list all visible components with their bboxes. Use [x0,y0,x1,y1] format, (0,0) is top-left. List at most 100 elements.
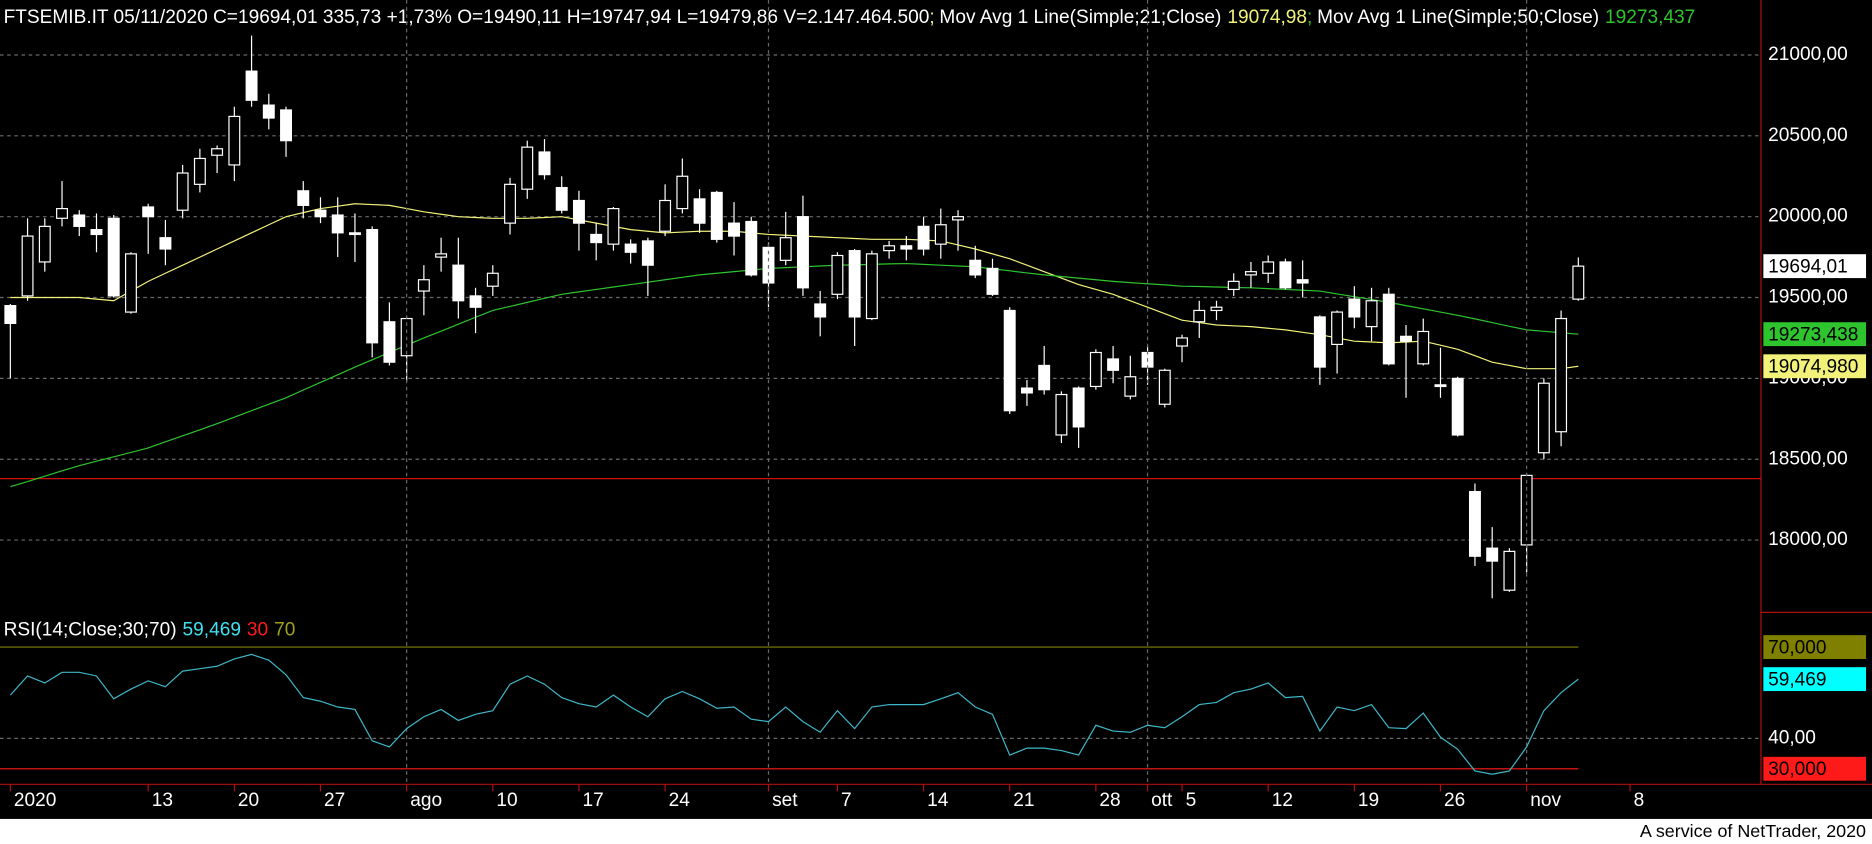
x-tick-label: 13 [152,790,173,811]
candle-body [917,225,930,250]
candle-body [710,191,723,240]
candle-body [572,199,585,224]
candle-body [1158,369,1171,405]
candle-body [1262,261,1275,274]
candle-body [1503,550,1516,591]
legend-separator: ; [929,7,934,28]
y-tick-label: 20000,00 [1768,206,1848,227]
y-tick-label: 18000,00 [1768,529,1848,550]
candle-body [521,146,534,190]
candle-body [1055,393,1068,436]
value-box [1763,756,1867,781]
y-tick-label: 18500,00 [1768,448,1848,469]
candle-body [1072,387,1085,428]
candle-body [1434,384,1447,388]
candle-body [314,209,327,218]
candle-body [969,259,982,276]
candle-body [1537,382,1550,454]
legend-value: 19273,437 [1605,7,1695,28]
candle-body [211,148,224,156]
candle-body [1400,335,1412,342]
legend-level: 30 [247,619,268,640]
candle-body [934,224,947,245]
candle-body [4,305,17,324]
candle-body [1193,309,1206,323]
candle-body [176,172,189,211]
candle-body [883,245,896,252]
candle-body [435,253,448,258]
candle-body [56,207,68,219]
candle-body [383,321,396,363]
x-tick-label: 19 [1358,790,1379,811]
candle-body [1038,364,1051,391]
candle-body [1313,316,1326,368]
candle-body [469,295,482,308]
value-box [1763,667,1867,692]
candle-body [280,109,292,142]
candle-body [1348,298,1361,318]
candle-body [641,240,654,266]
candle-body [1124,376,1137,397]
value-box-label: 19074,980 [1768,356,1858,377]
candle-body [814,303,827,318]
candle-body [297,190,310,206]
candle-body [1382,293,1395,365]
candle-body [245,70,258,101]
legend-value: 59,469 [183,619,241,640]
x-tick-label: ago [410,790,442,811]
x-tick-label: 26 [1444,790,1465,811]
candle-body [228,115,241,166]
candle-body [607,207,620,245]
candle-body [1107,358,1120,371]
candle-body [1279,261,1292,289]
rsi-title: RSI(14;Close;30;70) [4,619,177,640]
x-tick-label: nov [1530,790,1561,811]
candle-body [952,216,964,221]
candle-body [1572,265,1585,300]
footer: A service of NetTrader, 2020 [1640,821,1866,841]
candle-body [900,245,913,250]
candle-body [796,216,809,289]
candle-body [262,104,275,119]
candle-body [1331,311,1344,346]
x-tick-label: 8 [1634,790,1645,811]
candle-body [590,233,603,244]
value-box-label: 70,000 [1768,637,1826,658]
candle-body [1210,306,1223,312]
chart-header: FTSEMIB.IT 05/11/2020 C=19694,01 335,73 … [4,7,1696,28]
value-box-label: 59,469 [1768,669,1826,690]
legend-name: Mov Avg 1 Line(Simple;50;Close) [1317,7,1599,28]
x-tick-label: 17 [583,790,604,811]
candle-body [90,229,103,236]
candle-body [1227,280,1240,291]
value-box [1763,354,1867,379]
x-tick-label: 20 [238,790,259,811]
x-tick-label: 10 [496,790,517,811]
value-box [1763,635,1867,660]
candle-body [1244,271,1257,276]
x-tick-label: set [772,790,798,811]
candle-body [848,250,861,318]
x-tick-label: 2020 [14,790,56,811]
value-box [1763,254,1867,279]
legend-name: Mov Avg 1 Line(Simple;21;Close) [939,7,1221,28]
x-tick-label: 27 [324,790,345,811]
candle-body [348,232,361,236]
chart-title: FTSEMIB.IT 05/11/2020 C=19694,01 335,73 … [4,7,930,28]
candle-body [193,157,206,185]
x-tick-label: 28 [1099,790,1120,811]
value-box-label: 19273,438 [1768,324,1858,345]
candle-body [865,253,878,320]
y-tick-label: 20500,00 [1768,125,1848,146]
candle-body [21,235,34,297]
candle-body [1451,377,1464,436]
candle-body [366,229,379,344]
legend-separator: ; [1307,7,1312,28]
candle-body [1468,490,1481,557]
x-tick-label: 21 [1013,790,1034,811]
candle-body [486,272,499,287]
candle-body [693,198,706,224]
candle-body [745,220,758,276]
candle-body [38,225,51,263]
